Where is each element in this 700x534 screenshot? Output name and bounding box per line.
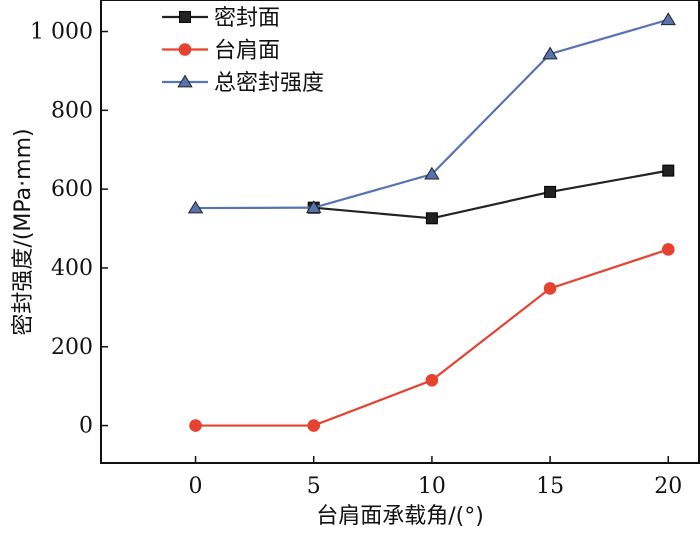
data-point <box>543 282 557 295</box>
data-point <box>542 46 558 60</box>
legend-marker <box>179 11 191 23</box>
y-tick-label: 0 <box>79 414 93 439</box>
y-tick-label: 800 <box>51 98 93 123</box>
y-tick-label: 400 <box>51 256 93 281</box>
y-axis-title: 密封强度/(MPa·mm) <box>11 128 36 335</box>
data-point <box>662 164 675 177</box>
legend-item: 总密封强度 <box>162 71 324 96</box>
x-axis: 0 5 10 15 20 <box>189 456 682 499</box>
x-tick-label: 15 <box>536 474 564 499</box>
legend-label: 总密封强度 <box>214 71 324 96</box>
data-point <box>189 419 202 432</box>
x-tick-label: 20 <box>654 474 682 499</box>
series-line <box>313 169 669 220</box>
series-layer <box>187 12 676 432</box>
x-tick-label: 0 <box>189 474 203 499</box>
legend-label: 台肩面 <box>214 39 280 64</box>
legend-marker <box>177 74 193 88</box>
y-tick-label: 600 <box>51 177 93 202</box>
x-tick-label: 5 <box>307 474 321 499</box>
data-point <box>425 373 439 387</box>
series-line <box>195 248 669 427</box>
series-3 <box>187 12 676 214</box>
data-point <box>544 185 557 198</box>
x-tick-label: 10 <box>418 474 446 499</box>
plot-frame <box>100 0 700 464</box>
legend-item: 密封面 <box>162 6 280 31</box>
series-2 <box>189 243 675 432</box>
data-point <box>307 419 321 432</box>
x-axis-title: 台肩面承载角/(°) <box>316 504 484 529</box>
y-axis: 0 200 400 600 800 1 000 <box>30 20 108 439</box>
legend-item: 台肩面 <box>162 39 280 64</box>
data-point <box>661 243 675 256</box>
y-tick-label: 1 000 <box>30 20 93 45</box>
y-tick-label: 200 <box>51 335 93 360</box>
data-point <box>660 12 676 26</box>
data-point <box>306 200 322 214</box>
data-point <box>187 200 204 214</box>
data-point <box>425 212 438 225</box>
legend-label: 密封面 <box>214 6 280 31</box>
legend-marker <box>178 43 192 56</box>
data-point <box>424 166 440 180</box>
